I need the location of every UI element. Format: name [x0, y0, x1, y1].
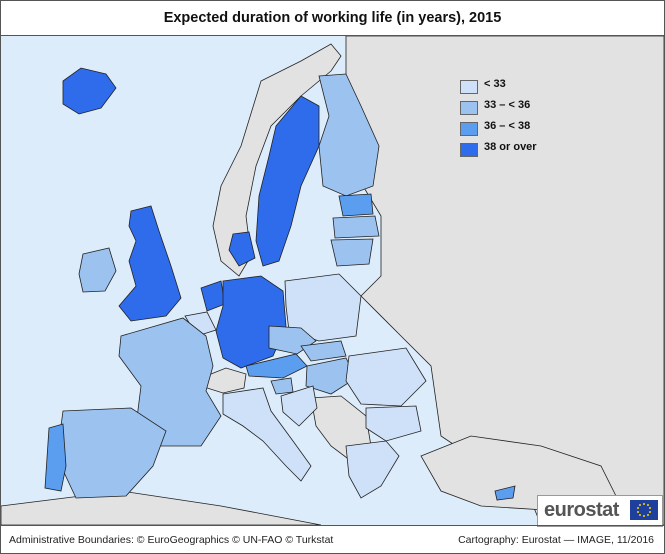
legend-label: 36 – < 38 [484, 120, 531, 132]
iceland [62, 67, 117, 115]
footer-cartography-credit: Cartography: Eurostat — IMAGE, 11/2016 [458, 534, 654, 546]
logo-text: eurostat [544, 499, 619, 521]
legend-swatch [460, 143, 478, 157]
legend-swatch [460, 122, 478, 136]
legend-label: 33 – < 36 [484, 99, 531, 111]
footer-boundaries-credit: Administrative Boundaries: © EuroGeograp… [9, 534, 334, 546]
croatia [280, 385, 318, 427]
united-kingdom [118, 205, 182, 322]
europe-map [1, 36, 664, 525]
map-title: Expected duration of working life (in ye… [1, 1, 664, 36]
slovakia [300, 340, 347, 362]
norway [212, 43, 342, 277]
romania [345, 347, 427, 407]
hungary [305, 357, 357, 395]
poland [284, 273, 362, 342]
portugal [44, 423, 67, 492]
france [118, 317, 222, 447]
finland [318, 73, 380, 197]
italy [222, 387, 312, 482]
denmark [228, 231, 256, 267]
eurostat-logo: eurostat [537, 495, 663, 527]
map-footer: Administrative Boundaries: © EuroGeograp… [1, 525, 664, 554]
map-area: < 33 33 – < 36 36 – < 38 38 or over [1, 36, 664, 525]
legend-swatch [460, 80, 478, 94]
cyprus [494, 485, 516, 501]
austria [245, 353, 308, 379]
eu-stars-icon [637, 503, 651, 517]
germany [215, 275, 287, 369]
eu-flag-icon [630, 500, 658, 520]
lithuania [330, 238, 374, 267]
estonia [338, 193, 374, 217]
legend-swatch [460, 101, 478, 115]
legend-label: < 33 [484, 78, 506, 90]
greece [345, 440, 400, 499]
bulgaria [365, 405, 422, 442]
ireland [78, 247, 117, 293]
legend-label: 38 or over [484, 141, 537, 153]
sweden [255, 95, 320, 267]
latvia [332, 215, 380, 239]
